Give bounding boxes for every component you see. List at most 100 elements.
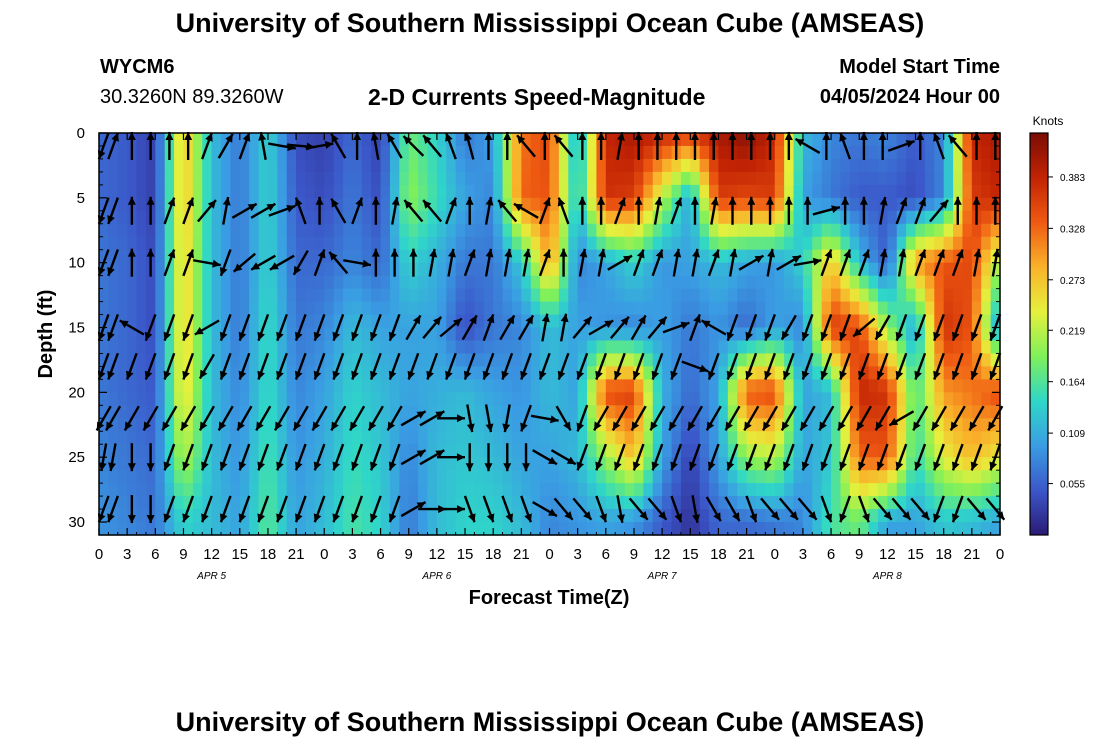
heat-cell	[455, 236, 466, 251]
heat-cell	[221, 405, 231, 419]
heat-cell	[211, 366, 222, 380]
heat-cell	[324, 184, 335, 199]
heat-cell	[436, 470, 447, 484]
heat-cell	[737, 210, 748, 225]
heat-cell	[633, 418, 644, 432]
heat-cell	[971, 496, 982, 510]
heat-cell	[296, 223, 307, 238]
heat-cell	[793, 301, 804, 316]
heat-cell	[615, 301, 626, 316]
heat-cell	[981, 210, 992, 225]
heat-cell	[511, 496, 522, 510]
current-vector	[305, 140, 334, 150]
heat-cell	[258, 470, 269, 484]
heat-cell	[662, 171, 673, 186]
heat-cell	[174, 288, 185, 303]
current-vector	[184, 131, 193, 160]
heat-cell	[361, 405, 372, 419]
heat-cell	[99, 470, 109, 484]
heat-cell	[230, 133, 241, 147]
heat-cell	[793, 184, 804, 199]
heat-cell	[624, 184, 635, 199]
heat-cell	[549, 275, 560, 290]
heat-cell	[859, 262, 870, 277]
heat-cell	[699, 483, 710, 497]
heat-cell	[221, 249, 231, 264]
heat-cell	[296, 301, 307, 316]
heat-cell	[521, 145, 532, 160]
heat-cell	[155, 470, 166, 484]
heat-cell	[821, 379, 832, 393]
heat-cell	[859, 236, 870, 251]
heat-cell	[802, 340, 813, 355]
heat-cell	[924, 145, 935, 160]
heat-cell	[267, 353, 278, 368]
heat-cell	[540, 522, 551, 536]
heat-cell	[352, 431, 363, 445]
heat-cell	[221, 145, 231, 160]
heat-cell	[399, 340, 410, 355]
current-vector	[165, 131, 174, 160]
heat-cell	[427, 496, 438, 510]
heat-cell	[164, 418, 175, 432]
heat-cell	[333, 184, 344, 199]
heat-cell	[943, 379, 954, 393]
heat-cell	[643, 262, 654, 277]
heat-cell	[680, 353, 691, 368]
heat-cell	[737, 444, 748, 458]
heat-cell	[615, 418, 626, 432]
heat-cell	[784, 353, 795, 368]
heat-cell	[258, 158, 269, 173]
heat-cell	[859, 249, 870, 264]
heat-cell	[699, 171, 710, 186]
heat-cell	[859, 405, 870, 419]
current-vector	[953, 196, 962, 225]
heat-cell	[859, 327, 870, 342]
heat-cell	[99, 314, 109, 329]
heat-cell	[915, 210, 926, 225]
heat-cell	[239, 301, 250, 316]
heat-cell	[277, 431, 288, 445]
heat-cell	[267, 496, 278, 510]
heat-cell	[361, 236, 372, 251]
heat-cell	[465, 379, 476, 393]
heat-cell	[868, 236, 879, 251]
heat-cell	[812, 379, 823, 393]
heat-cell	[361, 327, 372, 342]
heat-cell	[877, 288, 888, 303]
heat-cell	[465, 470, 476, 484]
heat-cell	[690, 353, 701, 368]
heat-cell	[127, 418, 138, 432]
heat-cell	[540, 275, 551, 290]
heat-cell	[286, 158, 297, 173]
heat-cell	[474, 301, 485, 316]
heat-cell	[699, 197, 710, 212]
heat-cell	[427, 184, 438, 199]
heat-cell	[849, 133, 860, 147]
heat-cell	[971, 379, 982, 393]
heat-cell	[108, 353, 119, 368]
current-vector	[107, 132, 119, 160]
heat-cell	[831, 483, 842, 497]
heat-cell	[136, 457, 147, 471]
heat-cell	[249, 145, 260, 160]
heat-cell	[296, 470, 307, 484]
x-tick-label: 21	[738, 546, 755, 563]
heat-cell	[868, 301, 879, 316]
heat-cell	[859, 301, 870, 316]
heat-cell	[521, 405, 532, 419]
heat-cell	[915, 496, 926, 510]
heat-cell	[802, 483, 813, 497]
heat-cell	[465, 431, 476, 445]
heat-cell	[587, 392, 598, 406]
heat-cell	[427, 262, 438, 277]
heat-cell	[699, 470, 710, 484]
current-vector	[530, 414, 559, 424]
heat-cell	[765, 171, 776, 186]
heat-cell	[446, 522, 457, 536]
heat-cell	[690, 366, 701, 380]
heat-cell	[981, 158, 992, 173]
heat-cell	[784, 236, 795, 251]
heat-cell	[221, 236, 231, 251]
heat-cell	[530, 522, 541, 536]
